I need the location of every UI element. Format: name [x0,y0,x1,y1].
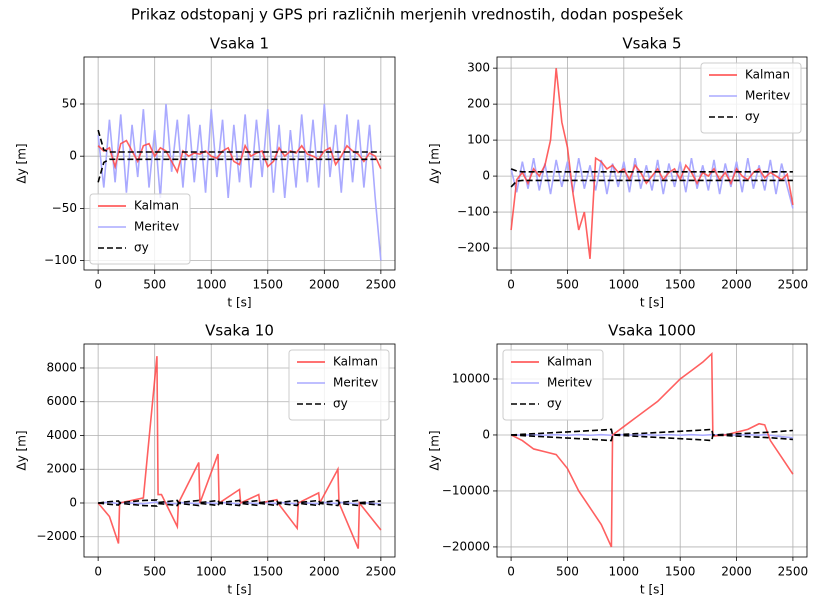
legend-label: σy [547,397,562,411]
series-line [510,351,794,548]
y-tick-label: −2000 [36,529,77,543]
y-tick-label: 4000 [46,428,77,442]
legend-label: Kalman [134,199,179,213]
series-line [510,179,793,188]
legend-box [502,349,604,421]
y-tick-label: 0 [482,427,490,441]
y-tick-label: 200 [467,97,490,111]
legend-label: σy [745,110,760,124]
x-tick-label: 500 [556,565,579,579]
y-tick-label: −50 [52,201,77,215]
y-tick-label: 300 [467,61,490,75]
legend-label: Meritev [333,376,378,390]
subplot: Vsaka 10 0 500 1000 1500 2000 2500 −2000 0 2000 40… [15,322,397,597]
series-line [97,356,382,549]
y-tick-label: 50 [62,96,77,110]
series-line [97,103,382,261]
legend-label: Kalman [333,355,378,369]
y-tick-label: −200 [457,241,490,255]
series-line [97,129,381,153]
subplot-title: Vsaka 10 [205,322,274,340]
x-axis-label: t [s] [227,296,251,310]
x-tick-label: 2500 [778,565,809,579]
series-line [97,139,382,174]
x-tick-label: 2000 [721,278,752,292]
legend-label: Kalman [745,68,790,82]
x-tick-label: 500 [556,278,579,292]
subplot: Vsaka 1000 0 500 1000 1500 2000 2500 −20000 −100… [428,322,809,597]
y-tick-label: −10000 [442,483,490,497]
x-tick-label: 2500 [366,278,397,292]
x-tick-label: 2000 [309,278,340,292]
y-tick-label: −100 [457,205,490,219]
series-line [97,158,381,183]
x-axis-label: t [s] [227,583,251,597]
y-tick-label: 8000 [46,360,77,374]
series-line [98,502,381,507]
x-tick-label: 2000 [721,565,752,579]
y-tick-label: 0 [69,495,77,509]
x-tick-label: 0 [507,565,515,579]
y-axis-label: Δy [m] [15,430,29,470]
legend-label: Meritev [547,376,592,390]
series-line [510,168,793,173]
y-tick-label: 6000 [46,394,77,408]
y-axis-label: Δy [m] [15,143,29,183]
y-tick-label: −100 [44,253,77,267]
subplot: Vsaka 1 0 500 1000 1500 2000 2500 −100 −50 0 50 t [… [15,35,397,310]
x-tick-label: 1000 [609,278,640,292]
series-line [511,433,793,439]
axes-frame [83,343,396,558]
figure-title: Prikaz odstopanj y GPS pri različnih mer… [131,6,683,24]
legend-label: Meritev [134,220,179,234]
subplot-title: Vsaka 1 [210,35,269,53]
x-tick-label: 2500 [366,565,397,579]
series-line [98,499,381,504]
y-tick-label: 0 [482,169,490,183]
legend-label: Kalman [547,355,592,369]
subplot-title: Vsaka 5 [622,35,681,53]
legend-box [89,193,191,265]
x-tick-label: 0 [94,278,102,292]
legend-label: Meritev [745,89,790,103]
axes-frame [496,56,808,271]
y-tick-label: 0 [69,149,77,163]
legend-label: σy [333,397,348,411]
x-tick-label: 1500 [665,278,696,292]
x-axis-label: t [s] [640,583,664,597]
x-tick-label: 1500 [252,278,283,292]
x-tick-label: 1000 [196,565,227,579]
legend-box [288,349,390,421]
x-tick-label: 500 [143,565,166,579]
x-tick-label: 0 [507,278,515,292]
y-axis-label: Δy [m] [428,430,442,470]
x-tick-label: 1500 [252,565,283,579]
series-line [98,501,381,505]
x-tick-label: 0 [94,565,102,579]
series-line [510,157,794,209]
y-tick-label: 100 [467,133,490,147]
y-tick-label: −20000 [442,539,490,553]
x-tick-label: 1000 [609,565,640,579]
y-axis-label: Δy [m] [428,143,442,183]
series-line [510,68,794,259]
subplot: Vsaka 5 0 500 1000 1500 2000 2500 −200 −100 0 100 2… [428,35,809,310]
axes-frame [83,56,396,271]
legend-label: σy [134,241,149,255]
x-tick-label: 2000 [309,565,340,579]
subplot-title: Vsaka 1000 [608,322,696,340]
x-axis-label: t [s] [640,296,664,310]
axes-frame [496,343,808,558]
x-tick-label: 500 [143,278,166,292]
x-tick-label: 1500 [665,565,696,579]
x-tick-label: 2500 [778,278,809,292]
x-tick-label: 1000 [196,278,227,292]
y-tick-label: 2000 [46,462,77,476]
y-tick-label: 10000 [452,371,490,385]
legend-box [700,62,802,134]
